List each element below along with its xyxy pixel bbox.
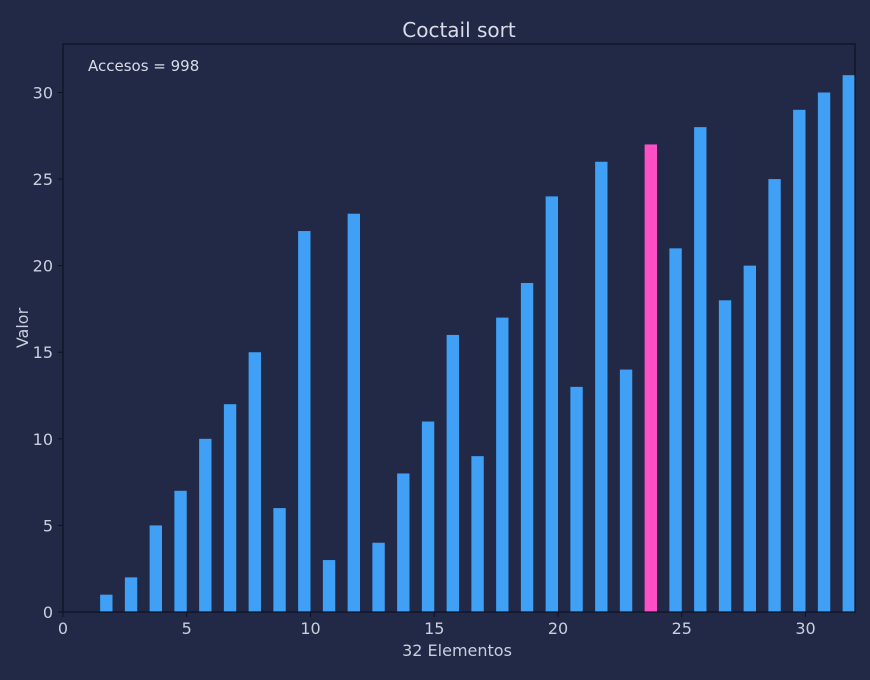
bar	[520, 282, 534, 612]
y-tick-label: 25	[33, 170, 53, 189]
x-tick-label: 5	[182, 619, 192, 638]
bar	[768, 179, 781, 612]
bar	[273, 508, 286, 612]
y-tick-label: 15	[33, 343, 53, 362]
x-tick-label: 0	[58, 619, 68, 638]
bar	[347, 213, 360, 612]
bar	[619, 369, 633, 612]
y-tick-label: 0	[43, 603, 53, 622]
bar	[223, 404, 237, 612]
chart-title: Coctail sort	[402, 18, 516, 42]
bar-highlighted	[644, 144, 657, 612]
bar	[471, 456, 484, 612]
plot-area: 0 5 10 15 20 25 30 0 5 10 15 20 25 30	[33, 43, 856, 638]
bar	[446, 334, 459, 612]
bar	[248, 352, 261, 612]
x-tick-label: 15	[424, 619, 444, 638]
bar	[199, 438, 212, 612]
bar	[149, 525, 162, 612]
bar	[545, 196, 558, 612]
x-tick-label: 30	[795, 619, 815, 638]
bar	[842, 75, 855, 613]
bar	[570, 386, 583, 612]
bar	[817, 92, 831, 613]
bar	[298, 231, 311, 612]
bar	[793, 109, 806, 613]
bar	[669, 248, 682, 612]
bar	[694, 127, 707, 612]
access-counter: Accesos = 998	[88, 57, 199, 75]
x-tick-label: 25	[672, 619, 692, 638]
x-tick-label: 20	[548, 619, 568, 638]
y-tick-label: 5	[43, 516, 53, 535]
bar	[100, 594, 113, 612]
plot-frame	[62, 43, 856, 613]
y-axis-label: Valor	[13, 307, 32, 348]
bar	[397, 473, 410, 612]
y-tick-label: 10	[33, 430, 53, 449]
bar	[496, 317, 509, 612]
bar	[743, 265, 756, 612]
bar	[124, 577, 138, 612]
y-tick-label: 30	[33, 83, 53, 102]
bar	[595, 161, 608, 612]
y-tick-label: 20	[33, 257, 53, 276]
bar	[372, 542, 385, 612]
bar	[421, 421, 435, 612]
x-tick-label: 10	[300, 619, 320, 638]
x-axis-label: 32 Elementos	[402, 641, 512, 660]
bar	[174, 490, 187, 612]
bar	[322, 560, 336, 612]
bar	[718, 300, 732, 612]
